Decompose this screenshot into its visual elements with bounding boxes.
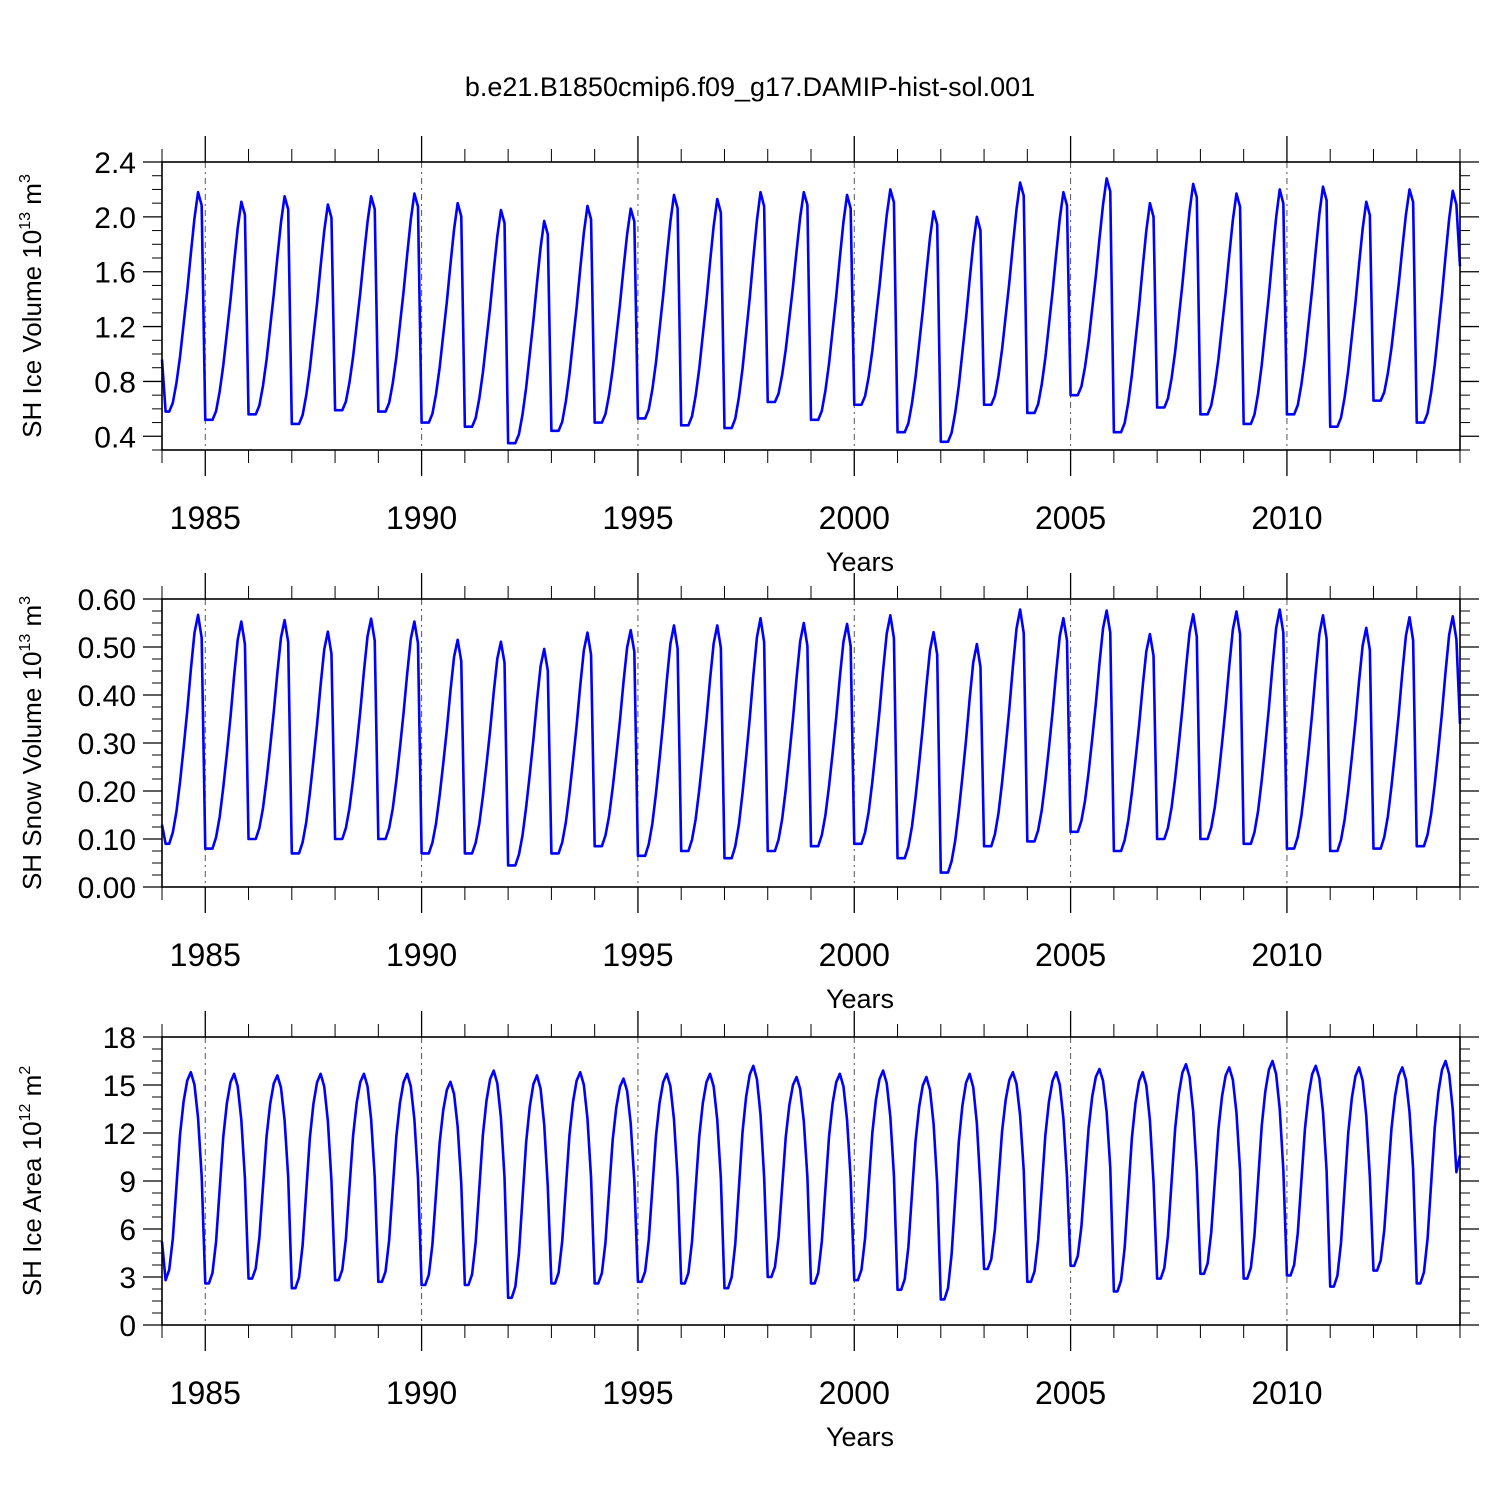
chart-panel-1: 1985 1990 1995 2000 2005 2010 0.4 0.8 1.2 1.6 2.0 2… <box>17 136 1479 577</box>
y-tick-label: 12 <box>103 1118 136 1151</box>
y-tick-label: 18 <box>103 1022 136 1055</box>
y-tick-label: 0.60 <box>78 584 136 617</box>
y-tick-label: 1.2 <box>94 312 136 345</box>
y-tick-label: 0.50 <box>78 632 136 665</box>
y-axis-label-unit: m <box>17 605 47 634</box>
x-tick-label: 2000 <box>819 937 890 973</box>
y-tick-label: 0.20 <box>78 776 136 809</box>
series-line-1 <box>160 177 1462 445</box>
x-axis-label: Years <box>826 984 894 1014</box>
figure-title: b.e21.B1850cmip6.f09_g17.DAMIP-hist-sol.… <box>465 72 1035 102</box>
series-line-2 <box>160 608 1462 874</box>
x-tick-label: 1995 <box>602 937 673 973</box>
y-tick-label: 0.10 <box>78 824 136 857</box>
x-tick-label: 2010 <box>1251 937 1322 973</box>
y-axis-label: SH Ice Volume 1013 m3 <box>17 174 47 438</box>
x-tick-label: 1985 <box>170 937 241 973</box>
x-tick-label: 1990 <box>386 500 457 536</box>
y-axis-label-exp: 12 <box>17 1103 34 1121</box>
y-tick-label: 1.6 <box>94 257 136 290</box>
x-tick-label: 1985 <box>170 1375 241 1411</box>
y-axis-label-text: SH Snow Volume 10 <box>17 652 47 890</box>
y-tick-label: 6 <box>119 1214 136 1247</box>
x-tick-label: 2010 <box>1251 500 1322 536</box>
chart-panel-2: 1985 1990 1995 2000 2005 2010 0.00 0.10 0.20 0.30… <box>17 573 1479 1014</box>
chart-panel-3: 1985 1990 1995 2000 2005 2010 0 3 6 9 12 15 18 Years S… <box>17 1011 1479 1452</box>
y-axis-label-text: SH Ice Volume 10 <box>17 230 47 438</box>
y-tick-label: 0.40 <box>78 680 136 713</box>
y-tick-label: 0 <box>119 1310 136 1343</box>
y-tick-label: 0.30 <box>78 728 136 761</box>
y-axis-label-unit: m <box>17 1075 47 1104</box>
x-tick-label: 1990 <box>386 1375 457 1411</box>
x-tick-label: 2005 <box>1035 1375 1106 1411</box>
y-tick-label: 0.8 <box>94 366 136 399</box>
y-tick-label: 15 <box>103 1070 136 1103</box>
y-axis-label: SH Ice Area 1012 m2 <box>17 1066 47 1297</box>
x-tick-label: 2000 <box>819 500 890 536</box>
x-tick-label: 1985 <box>170 500 241 536</box>
x-tick-label: 2000 <box>819 1375 890 1411</box>
y-tick-label: 3 <box>119 1262 136 1295</box>
y-axis-label-unit-exp: 3 <box>17 596 34 605</box>
x-tick-label: 1990 <box>386 937 457 973</box>
x-tick-label: 2005 <box>1035 937 1106 973</box>
x-axis-label: Years <box>826 547 894 577</box>
y-axis-label-unit: m <box>17 183 47 212</box>
y-axis-label-unit-exp: 2 <box>17 1066 34 1075</box>
y-tick-label: 2.4 <box>94 147 136 180</box>
series-line-3 <box>160 1059 1462 1301</box>
x-tick-label: 2010 <box>1251 1375 1322 1411</box>
y-axis-label-exp: 13 <box>17 212 34 230</box>
y-axis-label-exp: 13 <box>17 634 34 652</box>
y-axis-label-text: SH Ice Area 10 <box>17 1121 47 1296</box>
y-tick-label: 0.00 <box>78 872 136 905</box>
x-axis-label: Years <box>826 1422 894 1452</box>
y-axis-label: SH Snow Volume 1013 m3 <box>17 596 47 890</box>
x-tick-label: 1995 <box>602 500 673 536</box>
y-axis-label-unit-exp: 3 <box>17 174 34 183</box>
x-tick-label: 2005 <box>1035 500 1106 536</box>
y-tick-label: 9 <box>119 1166 136 1199</box>
x-tick-label: 1995 <box>602 1375 673 1411</box>
y-tick-label: 2.0 <box>94 202 136 235</box>
y-tick-label: 0.4 <box>94 421 136 454</box>
